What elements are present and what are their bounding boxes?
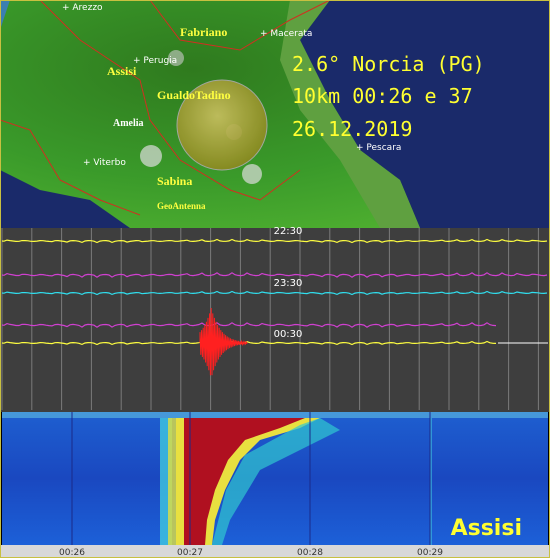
event-text: 26.12.2019 <box>292 117 412 141</box>
map-label: + Pescara <box>356 143 401 153</box>
map-label: + Arezzo <box>62 3 103 13</box>
map-label: Sabina <box>157 174 192 188</box>
trace <box>1 238 548 244</box>
event-text: 10km 00:26 e 37 <box>292 84 473 108</box>
time-label: 00:28 <box>297 548 323 558</box>
map-label: Assisi <box>107 64 137 78</box>
event-text: 2.6° Norcia (PG) <box>292 52 485 76</box>
map-label: + Viterbo <box>83 158 126 168</box>
helicorder: 22:30 23:30 00:30 <box>0 226 550 412</box>
trace <box>1 322 497 328</box>
station-name: Assisi <box>451 516 522 541</box>
map-label: GualdoTadino <box>157 88 231 102</box>
spectrogram: Assisi <box>2 412 548 545</box>
map-label: + Perugia <box>133 56 177 66</box>
time-label: 00:30 <box>274 329 303 340</box>
time-label: 00:29 <box>417 548 443 558</box>
map-label: Amelia <box>113 118 144 129</box>
map-label: + Macerata <box>260 29 312 39</box>
map: + Arezzo Fabriano + Macerata + Perugia A… <box>0 0 550 228</box>
quake-trace <box>199 307 248 376</box>
trace <box>1 272 548 278</box>
map-label: Fabriano <box>180 25 227 39</box>
trace <box>1 290 548 296</box>
time-label: 22:30 <box>274 226 303 237</box>
time-label: 00:27 <box>177 548 203 558</box>
trace <box>1 340 497 346</box>
map-label: GeoAntenna <box>157 201 206 211</box>
time-label: 00:26 <box>59 548 85 558</box>
time-label: 23:30 <box>274 278 303 289</box>
